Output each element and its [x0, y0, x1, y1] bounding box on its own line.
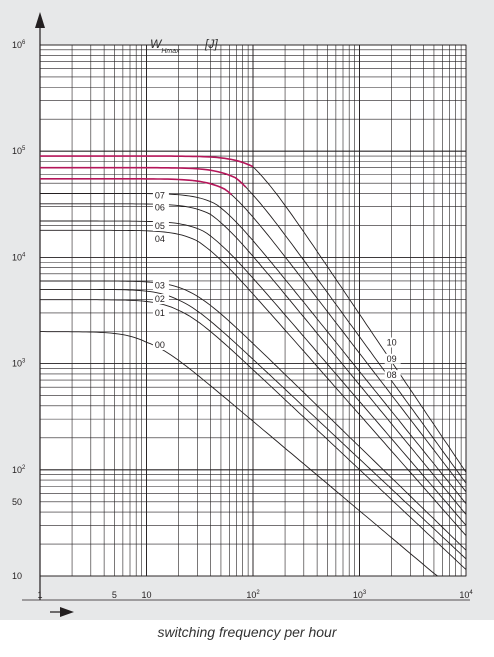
series-label-bg — [152, 221, 169, 232]
series-label-bg — [152, 233, 169, 244]
series-label-06: 06 — [155, 203, 165, 213]
tick-labels: 1 5 10 102 103 104 10 50 102 103 104 105 106 — [12, 40, 473, 600]
y-tick-label: 105 — [12, 146, 26, 156]
series-label-bg — [384, 353, 401, 364]
series-label-09: 09 — [387, 354, 397, 364]
series-label-bg — [152, 294, 169, 305]
x-tick-label: 104 — [459, 590, 473, 600]
x-tick-label: 103 — [353, 590, 367, 600]
series-highlight-08 — [40, 178, 233, 196]
series-line-04 — [40, 229, 467, 536]
series-label-10: 10 — [387, 338, 397, 348]
y-axis-title: WHmax [J] — [150, 37, 218, 55]
series-label-00: 00 — [155, 340, 165, 350]
axes — [22, 12, 470, 617]
series-line-07 — [40, 193, 467, 504]
y-tick-label: 102 — [12, 465, 26, 475]
series-label-bg — [384, 370, 401, 381]
series-line-03 — [40, 280, 467, 551]
series-label-04: 04 — [155, 234, 165, 244]
series-label-bg — [152, 340, 169, 351]
x-tick-label: 10 — [141, 590, 151, 600]
x-tick-label: 5 — [112, 590, 117, 600]
y-tick-label: 103 — [12, 359, 26, 369]
series-label-07: 07 — [155, 190, 165, 200]
y-axis-title-text: WHmax — [150, 37, 180, 55]
series-line-00 — [40, 331, 466, 577]
series-label-bg — [152, 308, 169, 319]
footer — [0, 620, 494, 657]
y-axis-unit: [J] — [204, 37, 218, 51]
x-tick-label: 1 — [37, 590, 42, 600]
series-line-02 — [40, 288, 467, 560]
series-label-bg — [152, 190, 169, 201]
series-line-01 — [40, 299, 467, 570]
y-tick-label: 106 — [12, 40, 26, 50]
series-label-05: 05 — [155, 221, 165, 231]
x-axis-label: switching frequency per hour — [157, 624, 337, 640]
series-label-bg — [384, 337, 401, 348]
series-labels: 00 01 02 03 04 05 06 07 08 09 10 — [152, 190, 401, 381]
y-tick-label: 104 — [12, 252, 26, 262]
y-tick-label: 50 — [12, 497, 22, 507]
y-axis-arrow — [35, 12, 45, 28]
series-line-05 — [40, 220, 467, 526]
series-lines — [40, 155, 467, 577]
series-line-06 — [40, 203, 467, 515]
series-label-01: 01 — [155, 308, 165, 318]
x-axis-arrow — [60, 607, 74, 617]
grid — [39, 44, 467, 577]
series-label-bg — [152, 202, 169, 213]
series-label-bg — [152, 280, 169, 291]
series-highlight-09 — [40, 166, 247, 188]
x-tick-label: 102 — [246, 590, 260, 600]
series-label-03: 03 — [155, 280, 165, 290]
y-tick-label: 10 — [12, 571, 22, 581]
series-label-02: 02 — [155, 294, 165, 304]
series-highlight-10 — [40, 155, 254, 168]
series-label-08: 08 — [387, 370, 397, 380]
